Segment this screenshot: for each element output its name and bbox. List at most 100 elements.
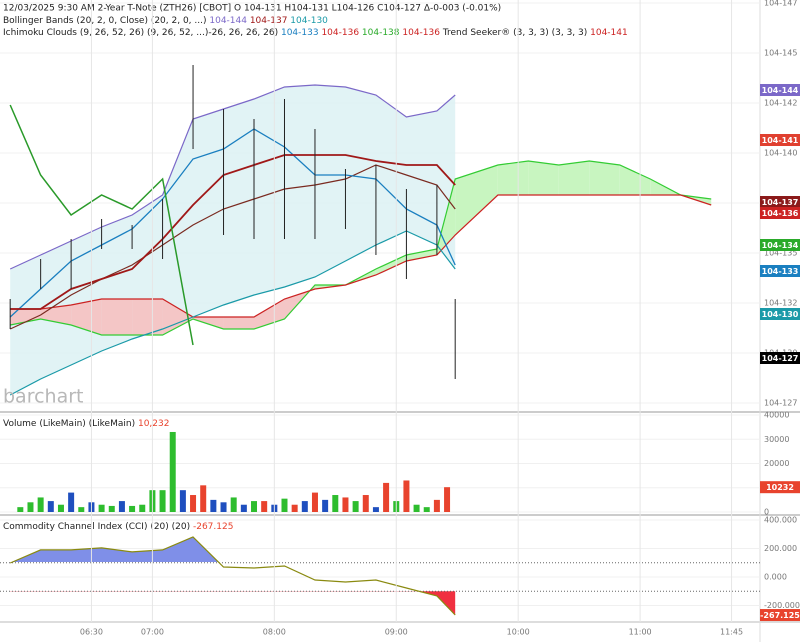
- volume-bar: [444, 487, 451, 512]
- lagging-line: [9, 104, 194, 346]
- badge-label: 104-127: [762, 354, 799, 363]
- volume-bar: [129, 505, 136, 512]
- volume-bar: [261, 501, 268, 512]
- legend-entry: -267.125: [190, 522, 233, 532]
- cloud-segment: [223, 317, 255, 329]
- legend-entry: Commodity Channel Index (CCI) (20) (20): [3, 522, 190, 532]
- price-badge: [760, 196, 800, 208]
- x-tick-label: 11:45: [720, 628, 743, 637]
- y-tick-label: 40000: [764, 411, 789, 420]
- price-badge: [760, 265, 800, 277]
- x-tick-label: 07:00: [141, 628, 164, 637]
- legend-entry: 104-136: [400, 28, 441, 38]
- bollinger-middle: [9, 164, 456, 330]
- cloud-segment: [10, 309, 41, 325]
- badge-label: 104-137: [762, 198, 799, 207]
- x-tick-label: 09:00: [385, 628, 408, 637]
- cloud-segment: [455, 165, 498, 235]
- cloud-segment: [101, 299, 133, 335]
- volume-bar: [179, 490, 186, 512]
- y-tick-label: 20000: [764, 459, 789, 468]
- volume-bar: [27, 502, 34, 512]
- y-tick-label: -200.000: [764, 601, 800, 610]
- volume-bar: [190, 495, 197, 512]
- legend-entry: 104-133: [278, 28, 318, 38]
- cloud-segment: [132, 299, 163, 335]
- volume-bar: [403, 480, 410, 512]
- y-tick-label: 104-145: [764, 49, 797, 58]
- y-tick-label: 0: [764, 508, 769, 517]
- price-badge: [760, 308, 800, 320]
- volume-bar: [311, 492, 318, 512]
- watermark: barchart: [3, 386, 84, 408]
- x-tick-label: 06:30: [80, 628, 103, 637]
- legend-entry: Volume (LikeMain) (LikeMain): [3, 419, 135, 429]
- legend-line: Commodity Channel Index (CCI) (20) (20) …: [3, 522, 233, 532]
- badge-label: 10232: [766, 483, 794, 492]
- price-badge: [760, 207, 800, 219]
- cci-line: [9, 536, 456, 616]
- legend-entry: 104-144: [207, 16, 248, 26]
- volume-bar: [68, 492, 75, 512]
- volume-bar: [281, 498, 288, 512]
- badge-label: 104-144: [762, 86, 799, 95]
- volume-bar: [159, 490, 166, 512]
- legend-line: Ichimoku Clouds (9, 26, 52, 26) (9, 26, …: [3, 28, 628, 38]
- volume-bar: [322, 499, 329, 512]
- badge-label: 104-141: [762, 136, 799, 145]
- cloud-segment: [589, 161, 620, 195]
- y-tick-label: 0.000: [764, 572, 787, 581]
- legend-entry: 104-137: [247, 16, 287, 26]
- x-tick-label: 08:00: [263, 628, 286, 637]
- y-tick-label: 400.000: [764, 515, 797, 524]
- volume-bar: [200, 485, 207, 512]
- volume-bar: [169, 431, 176, 512]
- y-tick-label: 104-140: [764, 149, 797, 158]
- x-tick-label: 10:00: [507, 628, 530, 637]
- badge-label: -267.125: [760, 611, 800, 620]
- badge-label: 104-136: [762, 209, 799, 218]
- price-badge: [760, 609, 800, 622]
- y-tick-label: 104-132: [764, 299, 797, 308]
- y-tick-label: 200.000: [764, 544, 797, 553]
- price-badge: [760, 84, 800, 96]
- volume-bar: [251, 501, 258, 512]
- span-a-line: [10, 160, 712, 336]
- legend-entry: 104-141: [587, 28, 627, 38]
- volume-bar: [17, 507, 24, 512]
- y-tick-label: 104-135: [764, 249, 797, 258]
- volume-bar: [372, 507, 379, 512]
- volume-bar: [240, 504, 247, 512]
- volume-bar: [108, 505, 115, 512]
- volume-bar: [362, 495, 369, 512]
- volume-bar: [220, 502, 227, 512]
- volume-bar: [118, 501, 125, 512]
- legend-entry: 104-138: [359, 28, 400, 38]
- y-tick-label: 30000: [764, 435, 789, 444]
- volume-bar: [383, 482, 390, 512]
- volume-bar: [139, 504, 146, 512]
- cloud-segment: [406, 249, 437, 261]
- cloud-segment: [528, 161, 559, 195]
- cloud-segment: [497, 161, 529, 195]
- bollinger-upper: [9, 84, 456, 270]
- volume-bar: [423, 507, 430, 512]
- cci-fill-above: [12, 536, 219, 562]
- badge-label: 104-134: [762, 241, 799, 250]
- volume-bar: [78, 507, 85, 512]
- badge-label: 104-130: [762, 310, 799, 319]
- volume-bar: [47, 501, 54, 512]
- volume-bar: [342, 497, 349, 512]
- legend-line: Volume (LikeMain) (LikeMain) 10,232: [3, 419, 169, 429]
- volume-bar: [37, 497, 44, 512]
- volume-bar: [301, 501, 308, 512]
- price-badge: [760, 134, 800, 146]
- legend-line: Bollinger Bands (20, 2, 0, Close) (20, 2…: [3, 16, 328, 26]
- y-tick-label: 104-147: [764, 0, 797, 8]
- legend-entry: Bollinger Bands (20, 2, 0, Close) (20, 2…: [3, 16, 207, 26]
- x-tick-label: 11:00: [629, 628, 652, 637]
- legend-entry: 104-130: [287, 16, 328, 26]
- volume-bar: [332, 495, 339, 512]
- volume-bar: [413, 504, 420, 512]
